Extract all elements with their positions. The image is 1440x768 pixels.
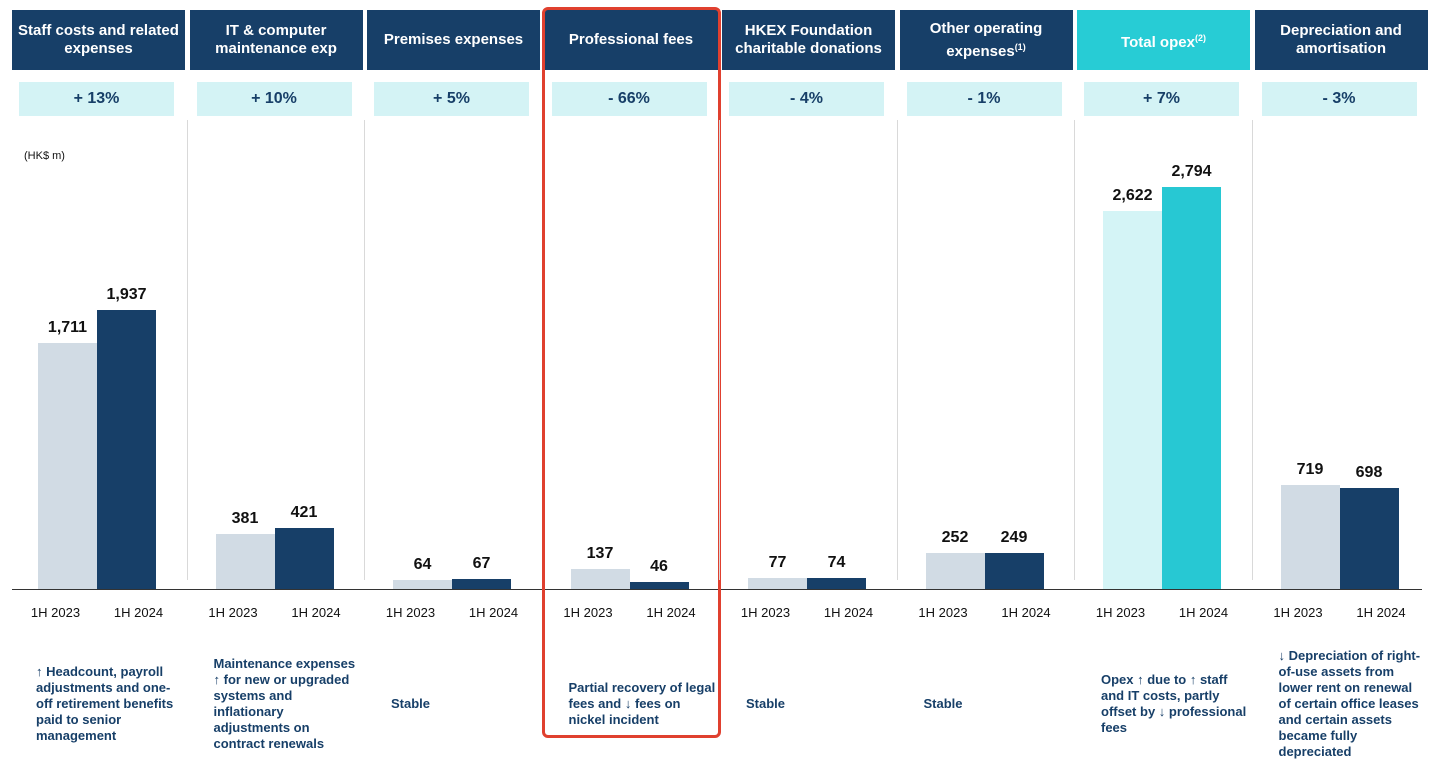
panel-title: Depreciation and amortisation — [1280, 22, 1402, 57]
value-label: 74 — [827, 554, 846, 572]
value-label: 252 — [941, 528, 969, 546]
panel-title: IT & computer maintenance exp — [215, 22, 337, 57]
x-tick-label: 1H 2024 — [1001, 605, 1051, 620]
x-tick-label: 1H 2023 — [208, 605, 258, 620]
change-box: + 13% — [19, 82, 174, 116]
bar — [274, 528, 334, 589]
value-label: 1,711 — [47, 318, 88, 336]
x-tick-label: 1H 2024 — [468, 605, 519, 620]
value-label: 64 — [413, 555, 432, 573]
panel-header: Depreciation and amortisation — [1254, 10, 1428, 70]
value-label: 67 — [472, 555, 491, 573]
x-tick-label: 1H 2024 — [291, 605, 341, 620]
note: ↑ Headcount, payroll adjustments and one… — [36, 664, 174, 743]
separator — [364, 120, 365, 580]
panel-title: Other operating expenses — [929, 19, 1043, 60]
panel-title: Total opex — [1121, 33, 1195, 51]
x-tick-label: 1H 2023 — [563, 605, 613, 620]
note: Opex ↑ due to ↑ staff and IT costs, part… — [1101, 672, 1247, 735]
change-box: - 66% — [551, 82, 707, 116]
bar — [748, 577, 807, 589]
note: Stable — [391, 696, 431, 711]
panel-header: IT & computer maintenance exp — [189, 10, 363, 70]
bar — [629, 582, 689, 589]
value-label: 381 — [231, 510, 259, 528]
change-box: - 1% — [906, 82, 1062, 116]
note: ↓ Depreciation of right-of-use assets fr… — [1278, 648, 1421, 759]
note: Stable — [923, 696, 963, 711]
bar — [215, 534, 275, 589]
panel-title: Premises expenses — [383, 31, 524, 48]
panel-header: Professional fees — [544, 10, 718, 70]
panel-title: Staff costs and related expenses — [18, 22, 179, 57]
value-label: 2,622 — [1112, 187, 1153, 205]
bar — [1103, 211, 1162, 589]
value-label: 46 — [650, 558, 668, 576]
note: Maintenance expenses ↑ for new or upgrad… — [213, 656, 356, 751]
value-label: 137 — [586, 545, 614, 563]
x-tick-label: 1H 2024 — [1178, 605, 1229, 620]
bar — [38, 342, 97, 589]
footnote-ref: (1) — [1014, 41, 1026, 52]
panel-header: HKEX Foundation charitable donations — [722, 10, 895, 70]
note: Stable — [746, 696, 786, 711]
bar — [452, 579, 511, 589]
value-label: 77 — [768, 553, 787, 571]
bar — [925, 552, 985, 589]
change-box: + 10% — [196, 82, 352, 116]
change-box: - 4% — [729, 82, 884, 116]
x-tick-label: 1H 2023 — [740, 605, 791, 620]
value-label: 249 — [1000, 529, 1028, 547]
x-tick-label: 1H 2024 — [1356, 605, 1406, 620]
separator — [896, 120, 898, 580]
bar — [570, 569, 630, 589]
separator — [719, 120, 720, 580]
separator — [186, 120, 188, 580]
x-tick-label: 1H 2024 — [646, 605, 696, 620]
note: Partial recovery of legal fees and ↓ fee… — [568, 680, 716, 727]
bar — [807, 578, 866, 589]
bar — [1339, 488, 1399, 589]
x-tick-label: 1H 2023 — [918, 605, 968, 620]
bar — [984, 553, 1044, 589]
panel-title: HKEX Foundation charitable donations — [735, 22, 882, 57]
unit-label: (HK$ m) — [24, 150, 65, 162]
separator — [1251, 120, 1253, 580]
panel-header: Other operating expenses(1) — [899, 10, 1073, 70]
x-tick-label: 1H 2023 — [30, 605, 81, 620]
bar — [393, 579, 452, 589]
x-tick-label: 1H 2024 — [823, 605, 874, 620]
value-label: 421 — [290, 504, 318, 522]
separator — [1074, 120, 1075, 580]
change-box: - 3% — [1261, 82, 1417, 116]
value-label: 2,794 — [1171, 162, 1212, 180]
highlight-box — [541, 7, 721, 738]
value-label: 698 — [1355, 464, 1383, 482]
panel-title: Professional fees — [568, 31, 694, 48]
x-tick-label: 1H 2023 — [385, 605, 436, 620]
bar — [1162, 186, 1221, 589]
value-label: 1,937 — [106, 286, 147, 304]
panel-header: Staff costs and related expenses — [12, 10, 185, 70]
footnote-ref: (2) — [1194, 32, 1206, 43]
bar — [1280, 485, 1340, 589]
baseline — [12, 589, 1422, 590]
x-tick-label: 1H 2024 — [113, 605, 164, 620]
bar — [97, 310, 156, 589]
x-tick-label: 1H 2023 — [1095, 605, 1146, 620]
change-box: + 5% — [374, 82, 529, 116]
panel-header: Total opex(2) — [1077, 10, 1250, 70]
panel-header: Premises expenses — [367, 10, 540, 70]
value-label: 719 — [1296, 461, 1324, 479]
x-tick-label: 1H 2023 — [1273, 605, 1323, 620]
change-box: + 7% — [1084, 82, 1239, 116]
